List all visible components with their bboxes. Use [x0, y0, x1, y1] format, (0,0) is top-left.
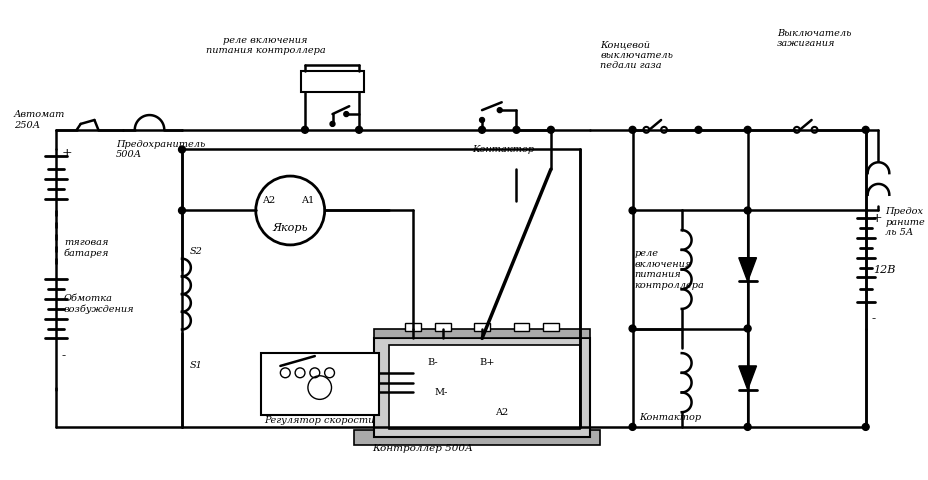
Bar: [373, 328, 589, 338]
Text: M-: M-: [433, 388, 447, 397]
Text: Контроллер 500А: Контроллер 500А: [372, 444, 473, 453]
Circle shape: [329, 121, 335, 126]
Bar: [473, 323, 489, 331]
Text: 12В: 12В: [872, 264, 895, 275]
Circle shape: [178, 207, 186, 214]
Text: -: -: [62, 349, 66, 362]
Circle shape: [743, 325, 750, 332]
Circle shape: [547, 126, 554, 133]
Text: Регулятор скорости: Регулятор скорости: [264, 416, 375, 424]
Circle shape: [479, 118, 484, 122]
Bar: [301, 71, 364, 93]
Text: A1: A1: [301, 196, 315, 205]
Circle shape: [861, 126, 869, 133]
Text: +: +: [62, 147, 72, 160]
Text: Концевой
выключатель
педали газа: Концевой выключатель педали газа: [599, 40, 672, 70]
Bar: [373, 338, 589, 437]
Text: реле
включения
питания
контроллера: реле включения питания контроллера: [634, 250, 703, 289]
Circle shape: [478, 126, 485, 133]
Circle shape: [512, 126, 520, 133]
Text: Выключатель
зажигания: Выключатель зажигания: [777, 29, 851, 48]
Bar: [354, 430, 599, 444]
Bar: [543, 323, 558, 331]
Text: -: -: [870, 312, 875, 325]
Bar: [261, 353, 379, 415]
Text: Предохранитель
500А: Предохранитель 500А: [116, 140, 205, 159]
Circle shape: [743, 126, 750, 133]
Circle shape: [343, 112, 348, 117]
Text: +: +: [870, 212, 882, 225]
Polygon shape: [738, 258, 755, 281]
Bar: [513, 323, 529, 331]
Circle shape: [496, 108, 502, 113]
Bar: [405, 323, 420, 331]
Text: Обмотка
возбуждения: Обмотка возбуждения: [64, 294, 135, 314]
Text: Предох
раните
ль 5А: Предох раните ль 5А: [884, 207, 924, 237]
Polygon shape: [738, 366, 755, 390]
Text: Контактор: Контактор: [638, 413, 701, 421]
Circle shape: [628, 423, 636, 431]
Bar: [434, 323, 450, 331]
Text: A2: A2: [262, 196, 275, 205]
Text: Контактор: Контактор: [471, 145, 534, 154]
Circle shape: [628, 126, 636, 133]
Circle shape: [743, 423, 750, 431]
Text: Якорь: Якорь: [272, 223, 307, 233]
Bar: [388, 345, 580, 429]
Circle shape: [743, 207, 750, 214]
Text: S1: S1: [189, 361, 202, 371]
Text: A2: A2: [495, 408, 508, 417]
Text: S2: S2: [189, 247, 202, 256]
Text: B+: B+: [479, 359, 495, 368]
Circle shape: [694, 126, 702, 133]
Circle shape: [628, 207, 636, 214]
Circle shape: [861, 423, 869, 431]
Text: Автомат
250А: Автомат 250А: [14, 110, 65, 130]
Circle shape: [178, 146, 186, 153]
Circle shape: [628, 325, 636, 332]
Text: реле включения
питания контроллера: реле включения питания контроллера: [205, 36, 325, 55]
Text: тяговая
батарея: тяговая батарея: [64, 238, 110, 258]
Circle shape: [302, 126, 308, 133]
Text: B-: B-: [427, 359, 438, 368]
Circle shape: [355, 126, 362, 133]
